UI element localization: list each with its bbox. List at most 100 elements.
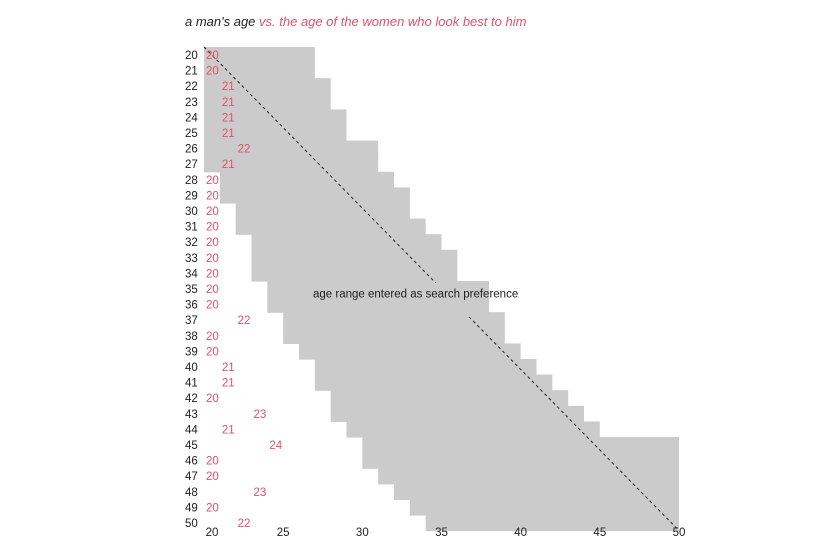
value-label-43: 23	[254, 409, 267, 421]
value-label-30: 20	[206, 206, 219, 218]
value-label-29: 20	[206, 190, 219, 202]
band-row-40	[314, 359, 537, 376]
x-tick-label-20: 20	[206, 527, 219, 539]
y-axis-labels: 20 21 22 23 24 25 26 27 28 29 30 31 32 33 34 35 36 37 38 39…	[185, 50, 198, 530]
annotation-background	[420, 283, 475, 317]
band-row-47	[378, 468, 679, 485]
y-tick-label-42: 42	[185, 393, 198, 405]
y-tick-label-20: 20	[185, 50, 198, 62]
y-tick-label-30: 30	[185, 206, 198, 218]
y-tick-label-50: 50	[185, 518, 198, 530]
band-row-43	[330, 405, 584, 422]
value-label-25: 21	[222, 128, 235, 140]
value-label-38: 20	[206, 331, 219, 343]
value-label-50: 22	[238, 518, 251, 530]
value-label-26: 22	[238, 144, 251, 156]
band-row-42	[330, 390, 569, 407]
band-row-44	[346, 421, 600, 438]
band-row-31	[235, 218, 426, 235]
y-tick-label-33: 33	[185, 253, 198, 265]
value-label-22: 21	[222, 81, 235, 93]
y-tick-label-36: 36	[185, 300, 198, 312]
value-label-40: 21	[222, 362, 235, 374]
value-label-49: 20	[206, 502, 219, 514]
y-tick-label-45: 45	[185, 440, 198, 452]
band-row-26	[204, 140, 379, 157]
value-label-20: 20	[206, 50, 219, 62]
band-row-39	[299, 343, 521, 360]
y-tick-label-38: 38	[185, 331, 198, 343]
search-range-band	[204, 47, 679, 532]
band-row-45	[362, 437, 679, 454]
x-tick-label-40: 40	[514, 527, 527, 539]
band-row-23	[204, 93, 331, 110]
value-label-39: 20	[206, 346, 219, 358]
band-row-32	[251, 234, 442, 251]
annotation-label: age range entered as search preference	[313, 289, 518, 301]
y-tick-label-26: 26	[185, 144, 198, 156]
chart-title: a man's age vs. the age of the women who…	[185, 14, 526, 29]
value-label-31: 20	[206, 222, 219, 234]
value-label-37: 22	[238, 315, 251, 327]
x-tick-label-30: 30	[356, 527, 369, 539]
title-part-mans-age: a man's age	[185, 14, 256, 29]
band-row-22	[204, 78, 331, 95]
band-row-30	[235, 203, 410, 220]
value-labels: 2020212121212221202020202020202020222020…	[206, 50, 283, 530]
band-row-27	[204, 156, 379, 173]
title-part-womens-age: vs. the age of the women who look best t…	[259, 14, 527, 29]
y-tick-label-34: 34	[185, 268, 198, 280]
value-label-32: 20	[206, 237, 219, 249]
band-row-48	[394, 483, 679, 500]
band-row-29	[219, 187, 410, 204]
value-label-34: 20	[206, 268, 219, 280]
y-tick-label-46: 46	[185, 456, 198, 468]
y-tick-label-27: 27	[185, 159, 198, 171]
band-row-34	[251, 265, 458, 282]
x-tick-label-50: 50	[673, 527, 686, 539]
x-tick-label-45: 45	[593, 527, 606, 539]
y-tick-label-23: 23	[185, 97, 198, 109]
band-row-28	[219, 171, 394, 188]
value-label-36: 20	[206, 300, 219, 312]
value-label-47: 20	[206, 471, 219, 483]
y-tick-label-21: 21	[185, 66, 198, 78]
x-tick-label-35: 35	[435, 527, 448, 539]
band-row-20	[204, 47, 315, 64]
y-tick-label-39: 39	[185, 346, 198, 358]
band-row-46	[362, 452, 679, 469]
y-tick-label-22: 22	[185, 81, 198, 93]
band-row-33	[251, 249, 458, 266]
y-tick-label-32: 32	[185, 237, 198, 249]
value-label-46: 20	[206, 456, 219, 468]
x-tick-label-25: 25	[277, 527, 290, 539]
band-row-24	[204, 109, 347, 126]
value-label-24: 21	[222, 112, 235, 124]
y-tick-label-25: 25	[185, 128, 198, 140]
value-label-28: 20	[206, 175, 219, 187]
y-tick-label-41: 41	[185, 378, 198, 390]
y-tick-label-49: 49	[185, 502, 198, 514]
band-row-25	[204, 125, 347, 142]
value-label-21: 20	[206, 66, 219, 78]
y-tick-label-47: 47	[185, 471, 198, 483]
band-row-21	[204, 62, 315, 79]
band-row-49	[409, 499, 679, 516]
band-row-41	[314, 374, 553, 391]
y-tick-label-48: 48	[185, 487, 198, 499]
y-tick-label-29: 29	[185, 190, 198, 202]
y-tick-label-24: 24	[185, 112, 198, 124]
value-label-42: 20	[206, 393, 219, 405]
value-label-23: 21	[222, 97, 235, 109]
y-tick-label-31: 31	[185, 222, 198, 234]
y-tick-label-43: 43	[185, 409, 198, 421]
value-label-41: 21	[222, 378, 235, 390]
band-row-50	[425, 515, 679, 532]
y-tick-label-40: 40	[185, 362, 198, 374]
y-tick-label-28: 28	[185, 175, 198, 187]
y-tick-label-37: 37	[185, 315, 198, 327]
value-label-48: 23	[254, 487, 267, 499]
value-label-45: 24	[269, 440, 282, 452]
value-label-27: 21	[222, 159, 235, 171]
value-label-35: 20	[206, 284, 219, 296]
